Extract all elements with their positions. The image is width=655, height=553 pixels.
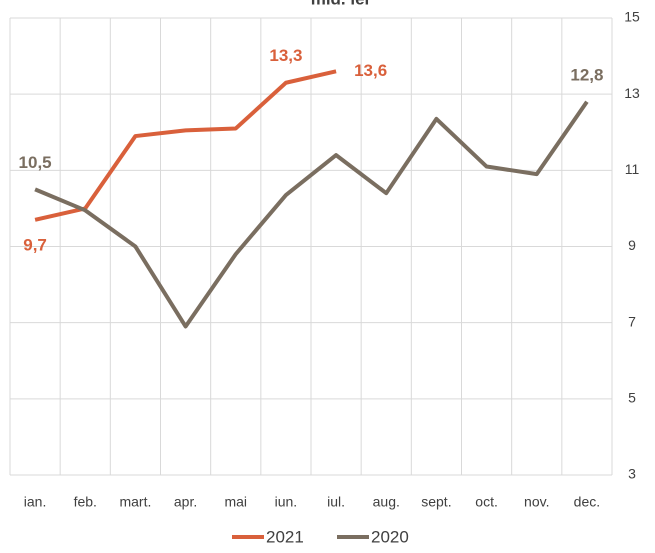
x-tick-label: iul. — [327, 494, 345, 510]
data-label: 10,5 — [19, 153, 52, 172]
y-tick-label: 5 — [628, 390, 636, 406]
chart-title: mld. lei — [311, 0, 370, 8]
x-tick-label: sept. — [421, 494, 451, 510]
x-tick-label: aug. — [373, 494, 400, 510]
x-tick-label: nov. — [524, 494, 549, 510]
series-line — [34, 100, 589, 329]
x-tick-label: apr. — [174, 494, 197, 510]
x-tick-label: oct. — [475, 494, 498, 510]
y-tick-label: 15 — [624, 9, 640, 25]
x-tick-label: mart. — [119, 494, 151, 510]
data-label: 13,3 — [269, 46, 302, 65]
x-tick-label: ian. — [24, 494, 47, 510]
legend-label: 2020 — [371, 527, 409, 546]
x-tick-label: feb. — [74, 494, 97, 510]
legend-label: 2021 — [266, 527, 304, 546]
y-tick-label: 7 — [628, 313, 636, 329]
y-tick-label: 3 — [628, 466, 636, 482]
x-tick-label: mai — [224, 494, 247, 510]
data-label: 13,6 — [354, 61, 387, 80]
x-tick-label: dec. — [574, 494, 600, 510]
y-tick-label: 11 — [625, 161, 640, 177]
series-line — [34, 69, 337, 222]
x-tick-label: iun. — [275, 494, 298, 510]
y-tick-label: 9 — [628, 237, 636, 253]
y-tick-label: 13 — [624, 85, 640, 101]
data-label: 9,7 — [23, 235, 47, 254]
data-label: 12,8 — [570, 65, 603, 84]
